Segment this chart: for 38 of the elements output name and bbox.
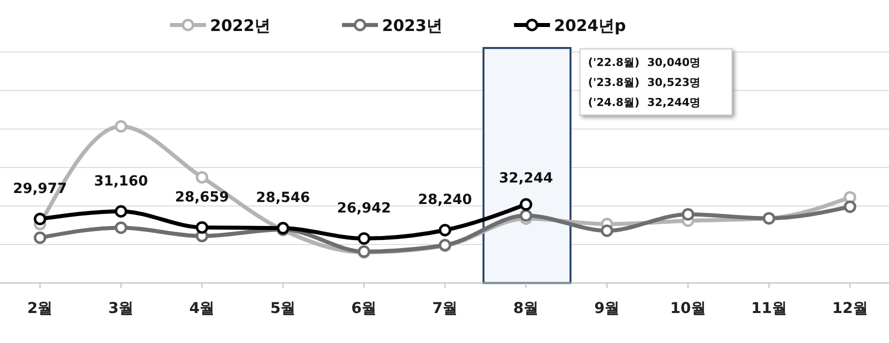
- point: [358, 232, 370, 245]
- x-tick-label: 11월: [751, 299, 787, 317]
- point: [844, 200, 856, 213]
- x-tick-label: 10월: [670, 299, 706, 317]
- legend-label: 2023년: [382, 16, 443, 35]
- point: [34, 231, 46, 244]
- point: [438, 224, 452, 236]
- x-tick-label: 7월: [432, 299, 458, 317]
- data-label: 28,659: [174, 189, 230, 206]
- legend-label: 2024년p: [554, 16, 626, 35]
- point: [520, 198, 532, 211]
- point: [520, 209, 532, 222]
- annotation: ('24.8월) 32,244명: [588, 96, 701, 109]
- point: [114, 205, 128, 218]
- point: [34, 212, 46, 226]
- x-tick-label: 5월: [270, 299, 296, 317]
- data-label: 28,546: [256, 190, 310, 206]
- point: [682, 208, 694, 221]
- point: [196, 171, 208, 184]
- annotation: ('23.8월) 30,523명: [588, 76, 701, 89]
- x-tick-label: 12월: [832, 299, 868, 317]
- x-tick-label: 2월: [27, 299, 53, 317]
- point: [600, 224, 614, 237]
- legend-label: 2022년: [210, 16, 271, 35]
- x-tick-label: 3월: [108, 299, 134, 317]
- x-tick-label: 9월: [594, 299, 620, 317]
- data-label: 31,160: [94, 173, 148, 190]
- x-tick-label: 8월: [513, 299, 539, 317]
- x-tick-label: 4월: [189, 299, 215, 317]
- data-label: 32,244: [498, 170, 554, 186]
- point: [196, 221, 208, 234]
- annotation: ('22.8월) 30,040명: [588, 56, 701, 69]
- point: [114, 120, 128, 133]
- point: [114, 221, 128, 234]
- data-label: 26,942: [336, 200, 392, 216]
- data-label: 29,977: [12, 180, 68, 197]
- data-label: 28,240: [418, 192, 472, 208]
- x-tick-label: 6월: [351, 299, 377, 317]
